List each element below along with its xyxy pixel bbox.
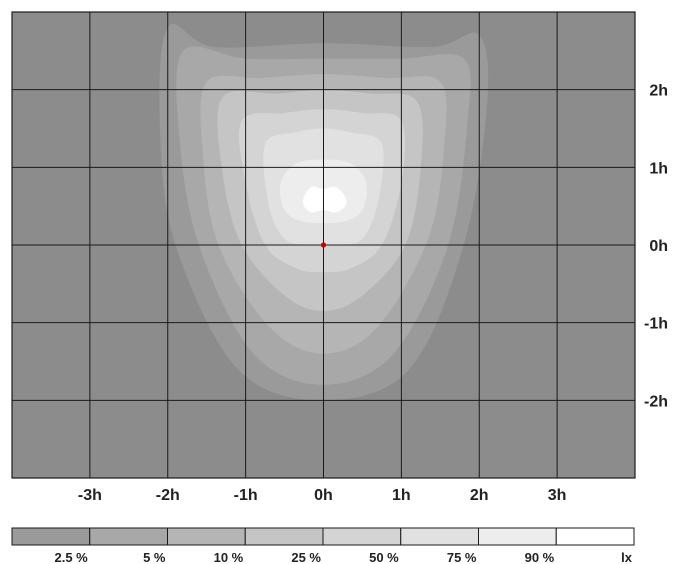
legend-label: lx: [621, 550, 633, 564]
legend-swatch: [400, 527, 479, 546]
legend-label: 25 %: [291, 550, 321, 564]
y-tick-label: -1h: [644, 316, 668, 333]
x-tick-label: 3h: [548, 487, 567, 504]
plot-area: [11, 11, 636, 479]
x-axis-ticks: -3h -2h -1h 0h 1h 2h 3h: [78, 487, 567, 504]
legend-label: 10 %: [214, 550, 244, 564]
legend-label: 50 %: [369, 550, 399, 564]
origin-marker: [320, 242, 327, 248]
y-tick-label: -2h: [644, 393, 668, 410]
x-tick-label: -1h: [234, 487, 258, 504]
x-tick-label: -3h: [78, 487, 102, 504]
x-tick-label: 0h: [314, 487, 333, 504]
legend-swatch: [478, 527, 557, 546]
y-axis-ticks: 2h 1h 0h -1h -2h: [644, 83, 668, 411]
legend-swatch: [244, 527, 324, 546]
legend-swatch: [167, 527, 246, 546]
legend-label: 75 %: [447, 550, 477, 564]
legend-swatch: [322, 527, 402, 546]
plot-border: [11, 11, 636, 479]
legend-label: 90 %: [525, 550, 555, 564]
legend-swatch: [11, 527, 91, 546]
y-tick-label: 1h: [649, 160, 668, 177]
y-tick-label: 0h: [649, 238, 668, 255]
legend-label: 2.5 %: [55, 550, 89, 564]
y-tick-label: 2h: [649, 83, 668, 100]
x-tick-label: 1h: [392, 487, 411, 504]
legend-label: 5 %: [143, 550, 166, 564]
legend: 2.5 % 5 % 10 % 25 % 50 % 75 % 90 % lx: [11, 527, 635, 564]
x-tick-label: 2h: [470, 487, 489, 504]
legend-swatch: [555, 527, 635, 546]
x-tick-label: -2h: [156, 487, 180, 504]
legend-swatch: [89, 527, 168, 546]
contour-level-7: [303, 186, 347, 213]
